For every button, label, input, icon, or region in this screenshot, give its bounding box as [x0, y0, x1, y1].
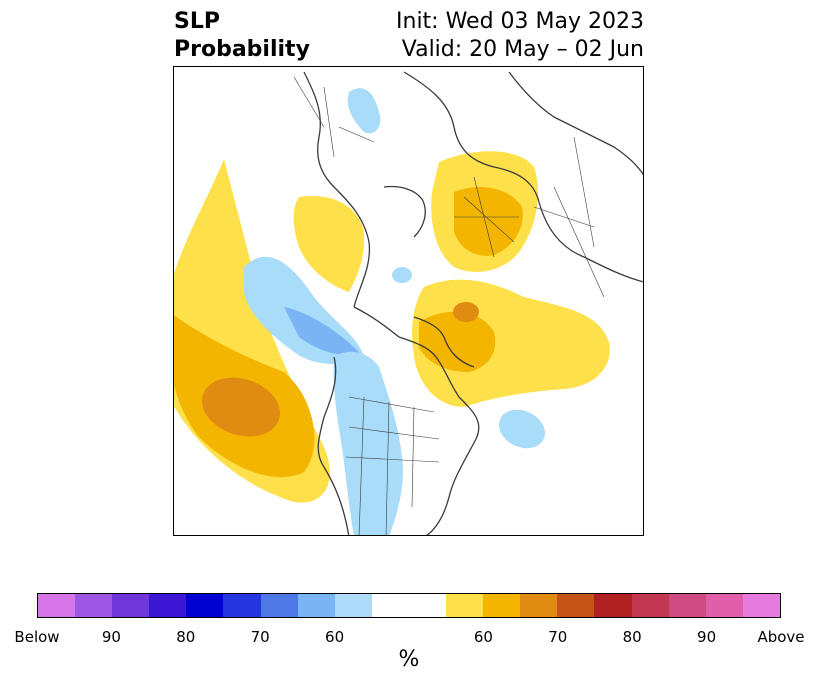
- pacific-orange-region: [201, 377, 281, 437]
- colorbar-tick-label: Below: [14, 628, 60, 646]
- colorbar-tick-label: Above: [757, 628, 805, 646]
- colorbar-cell: [371, 594, 409, 617]
- colorbar-tick-label: 80: [176, 628, 196, 646]
- colorbar-tick-label: 70: [548, 628, 568, 646]
- colorbar-cell: [149, 594, 187, 617]
- colorbar-tick-label: 60: [473, 628, 493, 646]
- atlantic-blue-region: [498, 409, 546, 449]
- west-canada-yellow-region: [293, 196, 365, 292]
- colorbar-cell: [594, 594, 632, 617]
- colorbar-tick-label: 90: [697, 628, 717, 646]
- init-date: Init: Wed 03 May 2023: [396, 9, 644, 34]
- scandinavia-blue-region: [347, 88, 381, 134]
- chart-title: SLP Probability: [174, 8, 310, 64]
- colorbar-cell: [446, 594, 484, 617]
- colorbar-cell: [668, 594, 706, 617]
- colorbar-cell: [557, 594, 595, 617]
- colorbar-cell: [112, 594, 150, 617]
- colorbar-cell: [223, 594, 261, 617]
- colorbar-cell: [334, 594, 372, 617]
- siberia-gold-region: [454, 187, 523, 256]
- probability-map-svg: [174, 71, 643, 535]
- colorbar-tick-label: 70: [250, 628, 270, 646]
- date-info: Init: Wed 03 May 2023 Valid: 20 May – 02…: [396, 8, 644, 64]
- colorbar-cell: [742, 594, 780, 617]
- kind-label: Probability: [174, 37, 310, 62]
- colorbar-tick-label: 90: [101, 628, 121, 646]
- colorbar-unit: %: [398, 647, 420, 672]
- coastlines: [303, 71, 643, 535]
- political-borders: [293, 76, 605, 535]
- arctic-small-blue-region: [392, 267, 412, 283]
- greenland-orange-region: [453, 302, 479, 322]
- polar-map: [173, 66, 644, 536]
- colorbar-cell: [260, 594, 298, 617]
- colorbar-cell: [408, 594, 447, 617]
- north-america-blue-region: [333, 351, 403, 535]
- colorbar-cell: [186, 594, 224, 617]
- colorbar-tick-label: 80: [622, 628, 642, 646]
- colorbar-cell: [297, 594, 335, 617]
- colorbar-cell: [705, 594, 743, 617]
- north-pacific-mid-blue-region: [284, 307, 359, 355]
- colorbar-cell: [520, 594, 558, 617]
- colorbar-cell: [483, 594, 521, 617]
- colorbar: [37, 593, 781, 618]
- colorbar-cell: [75, 594, 113, 617]
- colorbar-tick-label: 60: [325, 628, 345, 646]
- colorbar-cell: [38, 594, 76, 617]
- greenland-gold-region: [419, 311, 496, 372]
- valid-range: Valid: 20 May – 02 Jun: [401, 37, 644, 62]
- variable-label: SLP: [174, 9, 220, 34]
- colorbar-cell: [631, 594, 669, 617]
